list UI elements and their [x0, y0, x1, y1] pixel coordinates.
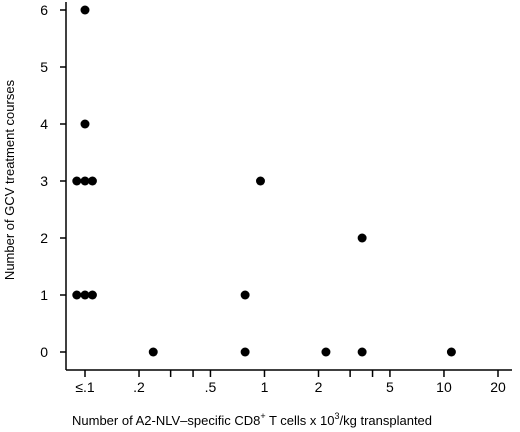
x-axis-title-sup2: 3	[335, 411, 340, 421]
plot-area: 0 1 2 3 4 5 6 ≤.1 .2 .5 1 2 5 10 20	[40, 2, 512, 395]
data-point	[321, 347, 331, 357]
data-point	[87, 290, 97, 300]
x-axis-title-middle: T cells x 10	[266, 413, 335, 428]
x-axis-title: Number of A2-NLV–specific CD8+ T cells x…	[72, 411, 432, 428]
data-point	[87, 176, 97, 186]
x-tick-label: 1	[261, 379, 269, 395]
x-axis-title-sup1: +	[260, 411, 265, 421]
x-tick-label: 20	[490, 379, 506, 395]
x-axis-title-prefix: Number of A2-NLV–specific CD8	[72, 413, 260, 428]
x-tick-label: ≤.1	[75, 379, 95, 395]
y-tick-label: 0	[40, 344, 48, 360]
x-axis-title-suffix: /kg transplanted	[340, 413, 433, 428]
data-point	[240, 347, 250, 357]
x-tick-label: .5	[205, 379, 217, 395]
data-point	[80, 5, 90, 15]
data-point	[240, 290, 250, 300]
y-tick-label: 5	[40, 59, 48, 75]
y-tick-label: 6	[40, 2, 48, 18]
data-point	[446, 347, 456, 357]
y-tick-label: 1	[40, 287, 48, 303]
data-point	[255, 176, 265, 186]
y-tick-label: 2	[40, 230, 48, 246]
x-tick-label: 5	[386, 379, 394, 395]
data-point	[357, 347, 367, 357]
data-point	[80, 290, 90, 300]
x-tick-label: .2	[133, 379, 145, 395]
y-tick-label: 4	[40, 116, 48, 132]
data-point	[80, 176, 90, 186]
data-point	[357, 233, 367, 243]
data-point	[80, 119, 90, 129]
y-tick-label: 3	[40, 173, 48, 189]
data-point	[72, 290, 82, 300]
data-point	[148, 347, 158, 357]
y-axis-title: Number of GCV treatment courses	[2, 79, 17, 280]
x-tick-label: 2	[315, 379, 323, 395]
x-tick-label: 10	[436, 379, 452, 395]
data-point	[72, 176, 82, 186]
